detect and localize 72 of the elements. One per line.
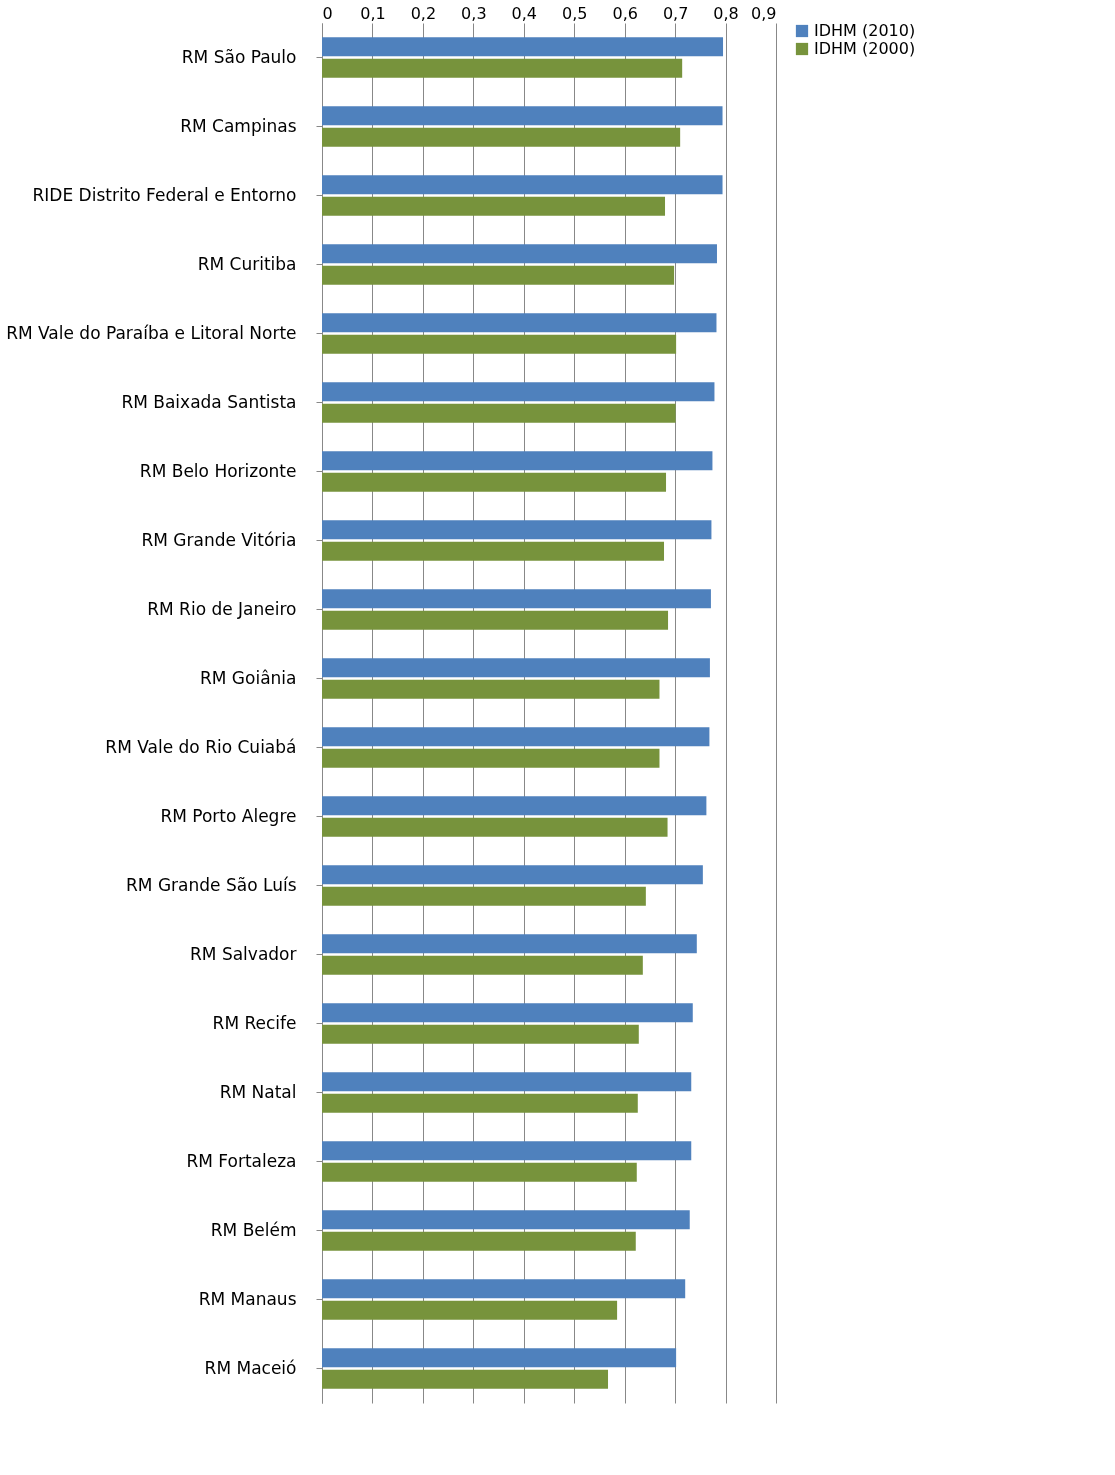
y-tick-label: RM Baixada Santista — [121, 391, 297, 412]
bar — [322, 382, 715, 402]
x-tick-label: 0,1 — [360, 3, 386, 23]
bar — [322, 865, 703, 885]
bar — [322, 955, 643, 975]
bar — [322, 748, 660, 768]
bar — [322, 1072, 692, 1092]
y-tick-label: RM Natal — [219, 1081, 297, 1102]
bar — [322, 451, 713, 471]
x-tick-label: 0,9 — [751, 3, 777, 23]
bar — [322, 610, 669, 630]
y-tick-label: RIDE Distrito Federal e Entorno — [32, 184, 297, 205]
bar — [322, 658, 710, 678]
bar — [322, 1141, 692, 1161]
bar — [322, 1162, 637, 1182]
x-tick-label: 0,2 — [410, 3, 437, 23]
bar — [322, 1300, 618, 1320]
bar — [322, 1003, 693, 1023]
bar — [322, 817, 668, 837]
bar — [322, 541, 665, 561]
bar — [322, 886, 646, 906]
bar — [322, 334, 677, 354]
y-tick-label: RM Porto Alegre — [160, 805, 297, 826]
bar — [322, 313, 717, 333]
x-tick-label: 0,6 — [612, 3, 638, 23]
bar — [322, 196, 666, 216]
y-tick-label: RM Vale do Rio Cuiabá — [105, 736, 297, 757]
bar — [322, 589, 711, 609]
bar — [322, 727, 710, 747]
x-tick-label: 0,4 — [511, 3, 537, 23]
bar — [322, 472, 667, 492]
y-tick-label: RM Belém — [210, 1219, 297, 1240]
y-tick-label: RM Grande São Luís — [126, 874, 297, 895]
bar — [322, 796, 707, 816]
y-tick-label: RM Rio de Janeiro — [147, 598, 297, 619]
x-tick-label: 0,5 — [562, 3, 588, 23]
bar — [322, 244, 717, 264]
bar — [322, 1279, 686, 1299]
bar — [322, 1231, 636, 1251]
y-tick-label: RM Grande Vitória — [141, 529, 297, 550]
y-tick-label: RM Manaus — [198, 1288, 297, 1309]
y-tick-label: RM Curitiba — [197, 253, 297, 274]
y-tick-label: RM Maceió — [204, 1357, 297, 1378]
bar — [322, 1093, 638, 1113]
bar — [322, 934, 697, 954]
bar — [322, 1369, 609, 1389]
y-tick-label: RM Recife — [212, 1012, 297, 1033]
bar — [322, 1348, 677, 1368]
bar — [322, 265, 675, 285]
legend-label: IDHM (2000) — [814, 39, 916, 58]
y-tick-label: RM Vale do Paraíba e Litoral Norte — [6, 322, 297, 343]
y-tick-label: RM Fortaleza — [186, 1150, 297, 1171]
bar — [322, 175, 723, 195]
x-tick-label: 0,8 — [713, 3, 739, 23]
y-tick-label: RM Goiânia — [199, 667, 297, 688]
bar — [322, 403, 676, 423]
x-tick-label: 0 — [322, 3, 333, 23]
bar — [322, 37, 724, 57]
x-tick-label: 0,7 — [662, 3, 689, 23]
bar — [322, 679, 660, 699]
bar — [322, 58, 683, 78]
bar — [322, 520, 712, 540]
x-tick-label: 0,3 — [461, 3, 487, 23]
bar — [322, 127, 681, 147]
bar — [322, 106, 723, 126]
y-tick-label: RM Campinas — [180, 115, 297, 136]
legend-label: IDHM (2010) — [814, 21, 916, 40]
y-tick-label: RM Salvador — [190, 943, 297, 964]
y-tick-label: RM São Paulo — [181, 46, 297, 67]
bar — [322, 1024, 639, 1044]
bar — [322, 1210, 690, 1230]
y-tick-label: RM Belo Horizonte — [139, 460, 297, 481]
